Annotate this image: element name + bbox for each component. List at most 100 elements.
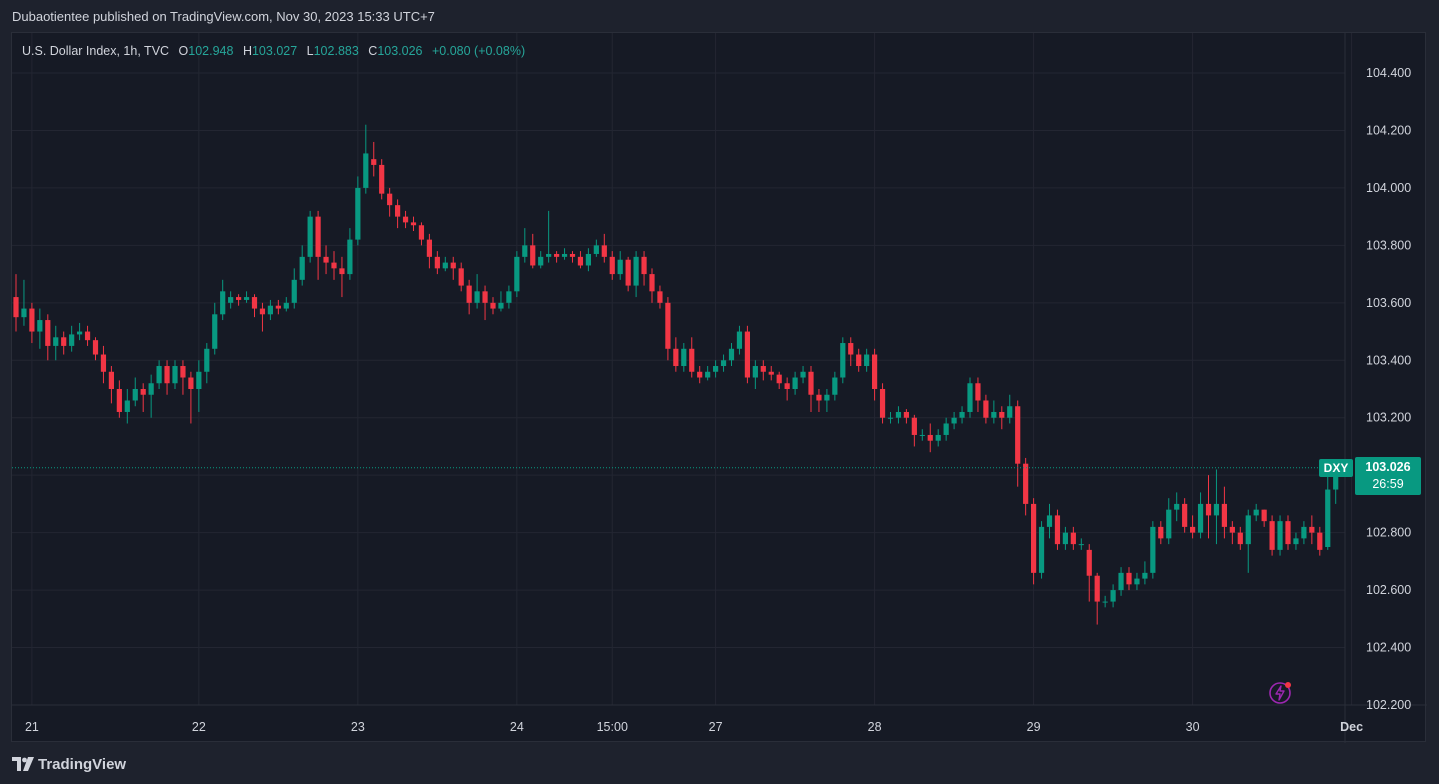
price-tick-label: 102.200 — [1366, 698, 1411, 712]
candle — [1174, 492, 1180, 522]
candle-body — [1142, 572, 1148, 579]
candle-body — [728, 348, 735, 361]
candle-body — [816, 394, 822, 401]
candle-body — [355, 187, 361, 240]
candle — [792, 371, 798, 395]
candle — [808, 366, 814, 412]
price-tick-label: 104.400 — [1366, 66, 1411, 80]
candle-body — [243, 297, 250, 300]
candle-body — [371, 159, 377, 165]
candle — [665, 297, 671, 361]
candle-body — [983, 400, 989, 418]
price-tick-label: 102.800 — [1366, 526, 1411, 540]
candle — [840, 337, 846, 384]
candle-body — [426, 239, 432, 257]
candle — [1245, 509, 1251, 573]
candle — [927, 423, 933, 453]
candle-body — [267, 305, 273, 315]
price-axis[interactable]: 104.400 104.200 104.000 103.800 103.600 103.4… — [1366, 66, 1411, 712]
candle-body — [339, 268, 345, 275]
time-tick-label: 24 — [510, 720, 524, 734]
candle-body — [808, 371, 814, 395]
candle — [752, 360, 758, 389]
candle-body — [387, 193, 393, 206]
candle — [681, 343, 687, 372]
candle-body — [466, 285, 472, 303]
lightning-alert-icon[interactable] — [1268, 679, 1294, 705]
candle-body — [864, 354, 870, 367]
candle — [768, 366, 774, 381]
candle-body — [283, 302, 289, 309]
candle-body — [100, 354, 107, 372]
candle — [561, 248, 568, 260]
candle-body — [1293, 538, 1299, 545]
candle — [1102, 595, 1108, 608]
candle-body — [991, 411, 997, 418]
candle-body — [856, 354, 862, 367]
candle-body — [1038, 526, 1045, 573]
candle-body — [61, 337, 67, 346]
candle — [387, 187, 393, 217]
legend-low: 102.883 — [313, 44, 359, 58]
candle-body — [1285, 521, 1291, 545]
tradingview-brand[interactable]: TradingView — [12, 754, 126, 774]
candle-body — [1229, 526, 1235, 533]
candle-body — [196, 371, 202, 389]
candle-body — [69, 334, 75, 346]
candle-body — [1325, 489, 1331, 547]
candle — [983, 394, 989, 424]
candle-body — [1174, 503, 1180, 510]
candle-body — [1261, 509, 1267, 522]
time-axis[interactable]: 21 22 23 24 15:00 27 28 29 30 Dec — [25, 720, 1363, 734]
candle-body — [999, 411, 1005, 418]
bar-countdown: 26:59 — [1372, 477, 1404, 491]
candle-body — [188, 377, 194, 389]
chart-area[interactable]: 104.400 104.200 104.000 103.800 103.600 103.4… — [11, 32, 1427, 743]
candle-body — [776, 374, 782, 384]
candles — [13, 124, 1339, 625]
candle-body — [275, 305, 281, 309]
candle-body — [903, 411, 909, 418]
candle-body — [673, 348, 679, 367]
candle-body — [410, 222, 417, 226]
candle — [21, 279, 27, 326]
candle-body — [1317, 532, 1323, 550]
candle-body — [458, 268, 464, 286]
candle — [307, 210, 313, 263]
time-tick-label: 30 — [1186, 720, 1200, 734]
candle-body — [705, 371, 711, 378]
candle — [140, 383, 146, 412]
candle-body — [108, 371, 114, 389]
candle-body — [593, 245, 599, 254]
candle — [45, 314, 51, 361]
candle — [283, 297, 289, 312]
candle-body — [522, 245, 528, 257]
candle-body — [832, 377, 838, 395]
candle-body — [617, 259, 623, 275]
candle-body — [164, 366, 170, 384]
legend-open-label: O — [178, 44, 189, 58]
candle-body — [402, 216, 409, 223]
candle — [617, 251, 623, 280]
candle-body — [29, 308, 35, 332]
candle-body — [490, 302, 496, 309]
candle — [999, 406, 1005, 430]
candle — [864, 348, 870, 372]
candle — [1046, 503, 1053, 539]
candle-body — [585, 253, 591, 266]
candle — [1293, 532, 1299, 550]
candle-body — [935, 434, 941, 441]
time-tick-label: 27 — [709, 720, 723, 734]
candle-body — [395, 205, 401, 217]
candle-body — [1309, 526, 1315, 533]
candle — [355, 176, 361, 246]
candle — [911, 414, 917, 447]
candle — [116, 380, 122, 418]
candle — [538, 251, 544, 269]
candle — [498, 291, 504, 312]
candlestick-chart[interactable]: 104.400 104.200 104.000 103.800 103.600 103.4… — [12, 33, 1427, 743]
candle — [1261, 509, 1267, 527]
candle — [1038, 521, 1045, 579]
candle-body — [569, 253, 576, 257]
candle-body — [21, 308, 27, 318]
